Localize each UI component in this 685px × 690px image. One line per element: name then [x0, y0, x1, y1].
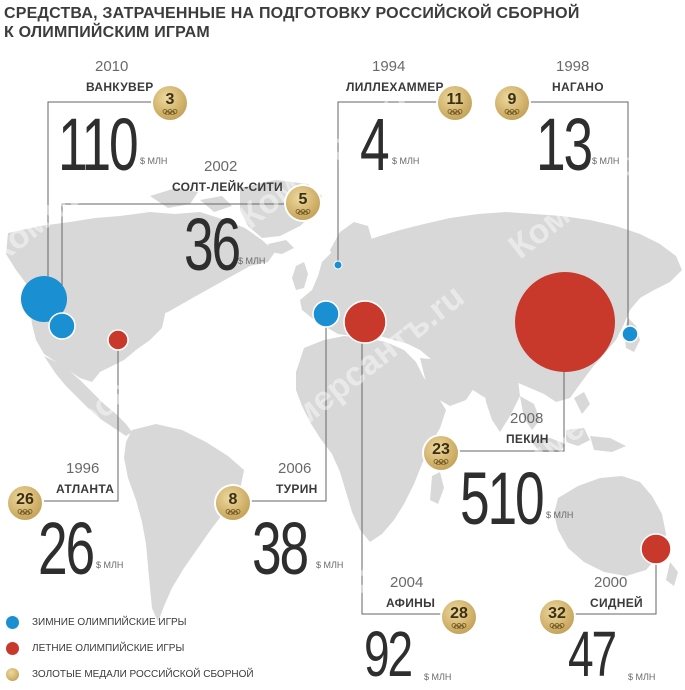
- city-label: АФИНЫ: [386, 596, 436, 610]
- city-label: СИДНЕЙ: [590, 596, 643, 610]
- olympic-rings-icon: [225, 509, 241, 515]
- unit-label: $ МЛН: [140, 156, 168, 166]
- leader-atlanta: [44, 340, 119, 502]
- unit-label: $ МЛН: [628, 672, 656, 682]
- medal-count: 23: [432, 441, 450, 458]
- olympic-rings-icon: [17, 509, 33, 515]
- gold-medal-badge: 32: [540, 600, 574, 634]
- olympic-rings-icon: [162, 109, 178, 115]
- infographic-title: СРЕДСТВА, ЗАТРАЧЕННЫЕ НА ПОДГОТОВКУ РОСС…: [4, 4, 604, 42]
- year-label: 2004: [390, 574, 424, 591]
- summer-dot-icon: [6, 642, 19, 655]
- year-label: 2000: [594, 574, 628, 591]
- amount-value: 13: [536, 103, 593, 186]
- gold-medal-badge: 26: [8, 486, 42, 520]
- title-line-1: СРЕДСТВА, ЗАТРАЧЕННЫЕ НА ПОДГОТОВКУ РОСС…: [4, 5, 580, 22]
- medal-count: 9: [507, 91, 517, 108]
- olympic-rings-icon: [549, 623, 565, 629]
- olympic-rings-icon: [504, 109, 520, 115]
- circle-athens: [343, 300, 387, 344]
- medal-count: 3: [165, 91, 175, 108]
- leader-lillehammer: [337, 101, 440, 265]
- gold-medal-badge: 8: [216, 486, 250, 520]
- amount-value: 38: [252, 507, 309, 590]
- unit-label: $ МЛН: [96, 560, 124, 570]
- unit-label: $ МЛН: [316, 560, 344, 570]
- amount-value: 26: [38, 507, 95, 590]
- city-label: АТЛАНТА: [56, 482, 115, 496]
- city-label: ПЕКИН: [506, 432, 549, 446]
- legend-label: ЗОЛОТЫЕ МЕДАЛИ РОССИЙСКОЙ СБОРНОЙ: [32, 669, 254, 680]
- year-label: 2010: [95, 58, 129, 75]
- year-label: 1994: [372, 58, 406, 75]
- winter-dot-icon: [6, 616, 19, 629]
- gold-medal-badge: 28: [442, 600, 476, 634]
- amount-value: 4: [360, 103, 390, 186]
- city-label: ВАНКУВЕР: [86, 80, 154, 94]
- spending-circles: [21, 260, 672, 565]
- olympic-rings-icon: [433, 459, 449, 465]
- circle-saltlake: [48, 312, 76, 340]
- year-label: 1998: [556, 58, 590, 75]
- circle-turin: [312, 300, 340, 328]
- gold-medal-badge: 3: [153, 86, 187, 120]
- circle-atlanta: [107, 329, 129, 351]
- amount-value: 36: [184, 203, 241, 286]
- amount-value: 47: [568, 618, 617, 690]
- amount-value: 110: [58, 103, 139, 186]
- unit-label: $ МЛН: [424, 672, 452, 682]
- gold-medal-badge: 9: [495, 86, 529, 120]
- unit-label: $ МЛН: [392, 156, 420, 166]
- amount-value: 510: [460, 457, 545, 540]
- medal-count: 26: [16, 491, 34, 508]
- medal-count: 28: [450, 605, 468, 622]
- unit-label: $ МЛН: [238, 256, 266, 266]
- circle-sydney: [640, 533, 672, 565]
- year-label: 2006: [278, 460, 312, 477]
- olympic-rings-icon: [451, 623, 467, 629]
- gold-medal-icon: [6, 668, 19, 681]
- circle-nagano: [621, 325, 639, 343]
- olympic-rings-icon: [447, 109, 463, 115]
- city-label: ТУРИН: [276, 482, 318, 496]
- circle-lillehammer: [333, 260, 343, 270]
- legend-label: ЛЕТНИЕ ОЛИМПИЙСКИЕ ИГРЫ: [32, 643, 185, 654]
- amount-value: 92: [364, 618, 413, 690]
- legend-label: ЗИМНИЕ ОЛИМПИЙСКИЕ ИГРЫ: [32, 617, 187, 628]
- unit-label: $ МЛН: [546, 510, 574, 520]
- gold-medal-badge: 11: [438, 86, 472, 120]
- gold-medal-badge: 5: [286, 186, 320, 220]
- year-label: 1996: [66, 460, 100, 477]
- year-label: 2008: [510, 410, 544, 427]
- medal-count: 8: [228, 491, 238, 508]
- leader-vancouver: [47, 101, 160, 296]
- city-label: СОЛТ-ЛЕЙК-СИТИ: [172, 180, 283, 194]
- olympic-rings-icon: [295, 209, 311, 215]
- unit-label: $ МЛН: [592, 156, 620, 166]
- medal-count: 5: [298, 191, 308, 208]
- city-label: НАГАНО: [552, 80, 604, 94]
- leader-sydney: [568, 552, 657, 615]
- year-label: 2002: [204, 158, 238, 175]
- title-line-2: К ОЛИМПИЙСКИМ ИГРАМ: [4, 24, 210, 41]
- leader-athens: [361, 324, 444, 615]
- circle-vancouver: [21, 276, 67, 322]
- leader-turin: [246, 314, 327, 502]
- circle-beijing: [515, 272, 615, 372]
- leader-lines: [44, 101, 657, 615]
- medal-count: 11: [446, 91, 464, 108]
- svg-text:Коммерсантъ.ru: Коммерсантъ.ru: [232, 37, 472, 236]
- gold-medal-badge: 23: [424, 436, 458, 470]
- leader-nagano: [526, 101, 629, 334]
- medal-count: 32: [548, 605, 566, 622]
- city-label: ЛИЛЛЕХАММЕР: [346, 80, 444, 94]
